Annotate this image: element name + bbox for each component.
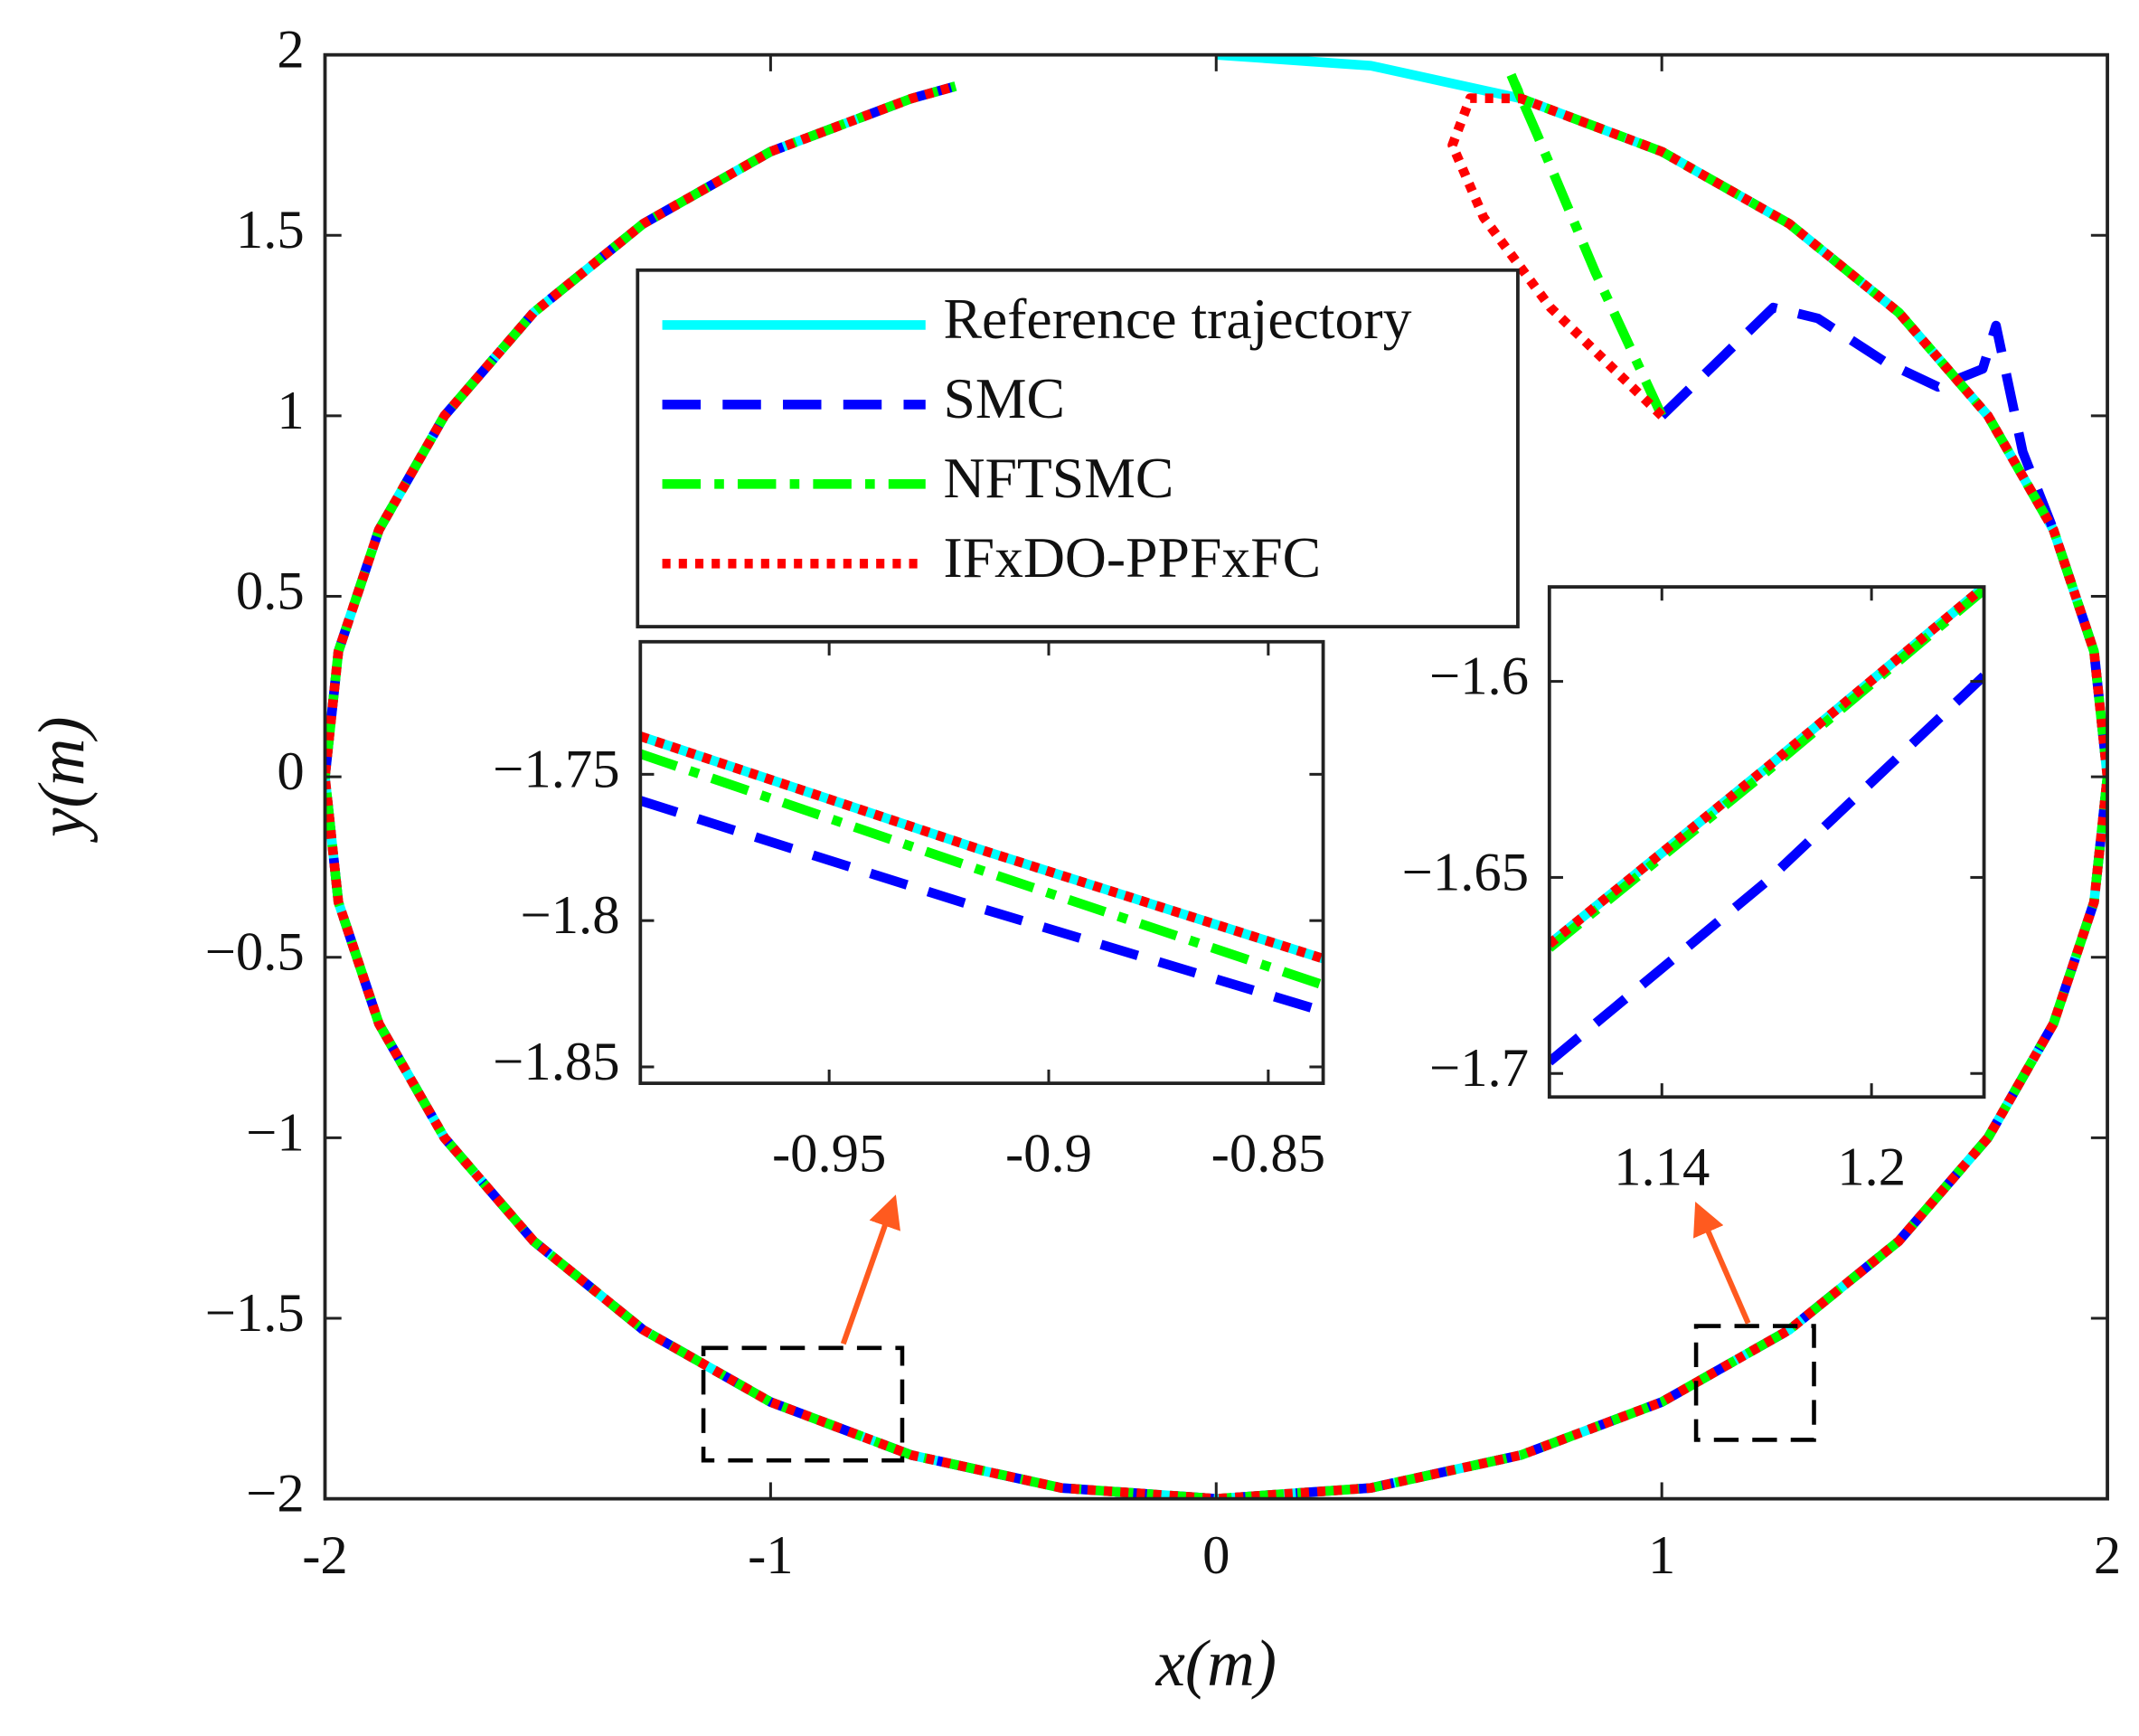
y-tick-label: 0.5 [236, 561, 305, 621]
x-tick-label: -1 [748, 1525, 794, 1586]
y-tick-label: −0.5 [205, 922, 305, 983]
legend: Reference trajectory SMC NFTSMC IFxDO-PPFxF… [636, 268, 1520, 628]
x-tick-label: -0.95 [772, 1123, 886, 1184]
axes-frame [638, 639, 1325, 1085]
y-tick-label: 2 [277, 20, 304, 80]
legend-label: SMC [943, 366, 1065, 430]
arrow [840, 1194, 900, 1345]
arrow [1693, 1202, 1751, 1325]
series-line [1549, 672, 1984, 1066]
y-tick-label: 1 [277, 381, 304, 441]
y-tick-label: −1 [246, 1102, 305, 1163]
y-tick-label: 1.5 [236, 200, 305, 260]
x-tick-label: 1 [1648, 1525, 1675, 1586]
inset-axes: 1.14 1.2 −1.7 −1.65 −1.6 [1402, 585, 1986, 1198]
y-tick-label: −1.85 [493, 1032, 619, 1092]
x-tick-label: 0 [1202, 1525, 1230, 1586]
x-tick-label: -0.85 [1211, 1123, 1325, 1184]
y-tick-label: −1.75 [493, 739, 619, 799]
y-tick-label: −1.8 [521, 885, 620, 946]
x-tick-label: 1.14 [1614, 1137, 1710, 1198]
plot-area [640, 641, 1324, 1084]
series-group [325, 54, 2108, 1499]
y-tick-label: −1.65 [1402, 842, 1529, 902]
zoom-box [701, 1345, 905, 1463]
y-tick-label: −1.6 [1429, 646, 1529, 707]
y-tick-label: −1.7 [1429, 1038, 1529, 1099]
inset-axes: -0.95 -0.9 -0.85 −1.85 −1.8 −1.75 [493, 639, 1325, 1184]
y-tick-label: −2 [246, 1464, 305, 1524]
series-line [325, 81, 2108, 1499]
series-line [325, 81, 2108, 1499]
series-group [640, 731, 1324, 1016]
x-tick-label: 1.2 [1837, 1137, 1906, 1198]
y-tick-label: −1.5 [205, 1283, 305, 1344]
plot-area [1549, 587, 1984, 1098]
x-axis-label: x(m) [1155, 1627, 1277, 1700]
legend-label: Reference trajectory [943, 287, 1411, 351]
series-group [1549, 587, 1984, 1066]
series-line [640, 731, 1324, 964]
x-tick-label: -0.9 [1005, 1123, 1092, 1184]
legend-label: IFxDO-PPFxFC [943, 525, 1321, 590]
series-line [325, 68, 2108, 1499]
series-line [640, 749, 1324, 990]
series-line [1549, 587, 1984, 948]
y-axis-label: y(m) [25, 716, 99, 843]
x-tick-label: -2 [302, 1525, 348, 1586]
y-tick-label: 0 [277, 741, 304, 802]
zoom-box [1693, 1324, 1816, 1442]
axes-frame [1547, 585, 1986, 1099]
legend-label: NFTSMC [943, 446, 1173, 510]
x-tick-label: 2 [2094, 1525, 2121, 1586]
